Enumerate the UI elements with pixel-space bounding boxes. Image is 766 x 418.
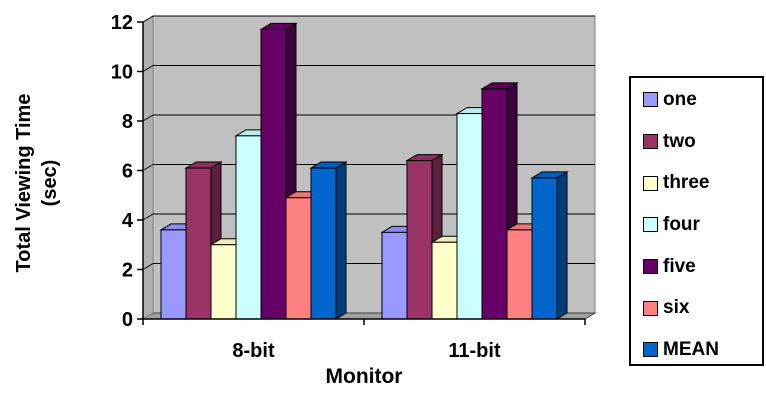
legend-item: five bbox=[643, 246, 762, 288]
bar-front bbox=[160, 229, 187, 320]
legend: one two three four five six MEAN bbox=[629, 76, 764, 366]
gridline-side bbox=[142, 15, 154, 23]
bar-front bbox=[456, 113, 483, 320]
legend-item: one bbox=[643, 79, 762, 121]
gridline-side bbox=[142, 164, 154, 171]
legend-swatch bbox=[643, 92, 658, 108]
y-axis-title-line-1: Total Viewing Time bbox=[13, 94, 35, 273]
bar bbox=[309, 161, 348, 320]
y-axis-title-line-2: (sec) bbox=[39, 160, 61, 207]
bar-front bbox=[310, 167, 337, 320]
y-tick-label: 6 bbox=[122, 161, 133, 183]
bar-front bbox=[381, 231, 408, 320]
legend-item: four bbox=[643, 204, 762, 246]
legend-label: one bbox=[663, 88, 697, 110]
legend-swatch bbox=[643, 175, 658, 191]
legend-item: three bbox=[643, 162, 762, 204]
x-tick-labels: 8-bit 11-bit bbox=[232, 340, 501, 362]
bar-front bbox=[260, 28, 287, 320]
bar bbox=[530, 171, 569, 320]
axes bbox=[137, 21, 586, 325]
bar-front bbox=[285, 197, 312, 320]
x-tick-label: 8-bit bbox=[232, 340, 275, 362]
gridline-side bbox=[142, 263, 154, 270]
y-tick-label: 0 bbox=[122, 309, 133, 331]
legend-label: MEAN bbox=[663, 338, 719, 360]
y-tick-label: 8 bbox=[122, 111, 133, 133]
bar-front bbox=[531, 177, 558, 320]
legend-label: five bbox=[663, 255, 696, 277]
bar-front bbox=[210, 244, 237, 320]
x-tick-label: 11-bit bbox=[448, 340, 501, 362]
gridline-side bbox=[142, 213, 154, 221]
y-tick-label: 10 bbox=[111, 62, 133, 84]
legend-swatch bbox=[643, 134, 658, 150]
bars bbox=[159, 22, 569, 320]
legend-item: MEAN bbox=[643, 329, 762, 371]
gridline-side bbox=[142, 114, 154, 122]
bar-front bbox=[506, 229, 533, 320]
bar-side bbox=[556, 171, 568, 320]
legend-swatch bbox=[643, 259, 658, 275]
y-axis-title: Total Viewing Time (sec) bbox=[13, 94, 61, 273]
legend-label: six bbox=[663, 297, 690, 319]
y-tick-label: 4 bbox=[122, 210, 134, 232]
y-tick-label: 2 bbox=[122, 260, 133, 282]
legend-swatch bbox=[643, 300, 658, 316]
x-axis-title: Monitor bbox=[326, 365, 403, 388]
legend-label: three bbox=[663, 172, 710, 194]
legend-swatch bbox=[643, 342, 658, 358]
legend-swatch bbox=[643, 217, 658, 233]
bar-front bbox=[481, 88, 508, 320]
bar-front bbox=[406, 160, 433, 320]
legend-item: six bbox=[643, 287, 762, 329]
legend-label: two bbox=[663, 130, 696, 152]
y-tick-labels: 0 2 4 6 8 10 12 bbox=[111, 12, 134, 331]
gridline-side bbox=[142, 65, 154, 72]
bar-front bbox=[235, 135, 262, 320]
bar-front bbox=[185, 167, 212, 320]
bar-side bbox=[335, 161, 347, 320]
bar-front bbox=[431, 241, 458, 320]
legend-item: two bbox=[643, 121, 762, 163]
y-tick-label: 12 bbox=[111, 12, 133, 34]
legend-label: four bbox=[663, 213, 700, 235]
